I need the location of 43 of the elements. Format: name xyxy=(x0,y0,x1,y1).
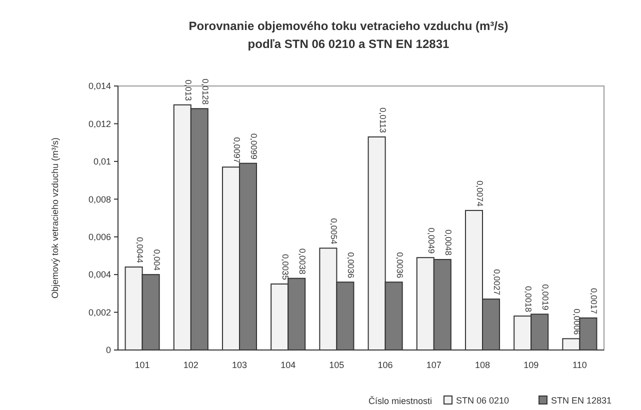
data-label: 0,0038 xyxy=(298,248,308,275)
y-tick-label: 0,012 xyxy=(88,118,111,129)
x-tick-label: 102 xyxy=(183,360,198,370)
legend-label: STN 06 0210 xyxy=(456,396,510,406)
y-tick-label: 0,004 xyxy=(88,270,111,280)
chart-subtitle: podľa STN 06 0210 a STN EN 12831 xyxy=(248,37,450,51)
y-axis-title: Objemový tok vetracieho vzduchu (m³/s) xyxy=(50,137,60,299)
data-label: 0,0036 xyxy=(394,252,405,278)
y-tick-label: 0,01 xyxy=(93,156,111,167)
data-label: 0,0099 xyxy=(249,133,260,160)
data-label: 0,0074 xyxy=(474,180,485,207)
data-label: 0,0035 xyxy=(280,254,291,280)
data-label: 0,0054 xyxy=(329,218,340,244)
data-label: 0,013 xyxy=(183,80,194,102)
data-label: 0,0128 xyxy=(200,78,210,105)
x-tick-label: 104 xyxy=(280,360,296,370)
data-label: 0,0044 xyxy=(134,237,145,264)
chart-title: Porovnanie objemového toku vetracieho vzduchu (m³/s) xyxy=(188,19,508,33)
y-tick-label: 0,006 xyxy=(88,232,111,242)
x-tick-label: 105 xyxy=(329,360,344,370)
data-label: 0,0018 xyxy=(524,286,534,312)
data-label: 0,0097 xyxy=(232,137,242,164)
y-tick-label: 0,008 xyxy=(88,194,111,204)
x-tick-label: 103 xyxy=(232,360,248,370)
data-label: 0,0049 xyxy=(426,228,436,254)
x-axis-title: Číslo miestnosti xyxy=(368,396,432,406)
x-tick-label: 101 xyxy=(134,360,150,370)
data-label: 0,004 xyxy=(152,249,162,271)
y-tick-label: 0 xyxy=(106,345,111,356)
x-tick-label: 107 xyxy=(426,360,442,370)
y-tick-label: 0,002 xyxy=(88,307,111,318)
data-label: 0,0027 xyxy=(492,269,502,296)
data-label: 0,0048 xyxy=(443,229,454,256)
x-tick-label: 106 xyxy=(378,360,393,370)
data-label: 0,0113 xyxy=(378,108,388,134)
x-tick-label: 108 xyxy=(474,360,490,370)
data-label: 0,0036 xyxy=(346,252,356,278)
x-tick-label: 110 xyxy=(572,360,587,370)
legend-label: STN EN 12831 xyxy=(551,396,612,406)
x-tick-label: 109 xyxy=(524,360,539,370)
data-label: 0,0019 xyxy=(540,284,551,310)
data-label: 0,0017 xyxy=(589,288,600,314)
y-tick-label: 0,014 xyxy=(88,81,111,92)
